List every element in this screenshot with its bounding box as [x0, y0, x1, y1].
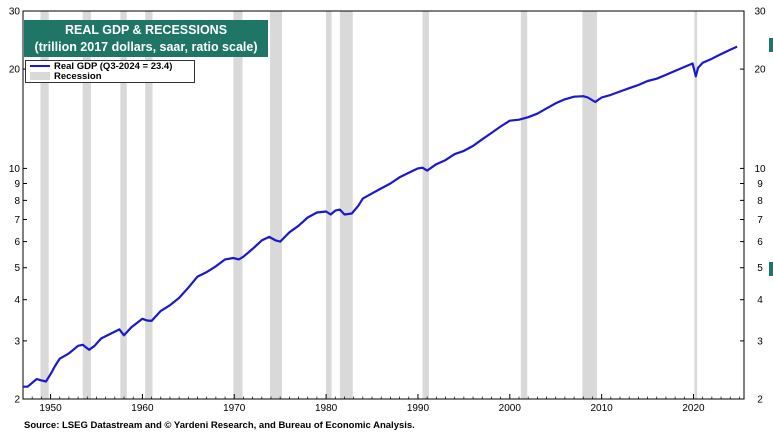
chart-title-box: REAL GDP & RECESSIONS (trillion 2017 dol… — [24, 20, 268, 57]
recession-bands — [40, 11, 698, 399]
x-tick-label: 2000 — [499, 403, 522, 414]
y-tick-label-right: 5 — [757, 263, 763, 274]
y-tick-label-left: 6 — [14, 237, 20, 248]
source-note: Source: LSEG Datastream and © Yardeni Re… — [24, 420, 415, 431]
x-tick-label: 1990 — [407, 403, 430, 414]
y-tick-label-left: 5 — [14, 263, 20, 274]
y-tick-label-right: 2 — [757, 395, 763, 406]
y-tick-label-right: 30 — [754, 7, 766, 18]
chart-subtitle: (trillion 2017 dollars, saar, ratio scal… — [34, 40, 258, 54]
recession-band — [40, 11, 49, 399]
x-tick-label: 1950 — [39, 403, 62, 414]
recession-band — [422, 11, 429, 399]
recession-band — [233, 11, 243, 399]
legend-item-gdp: Real GDP (Q3-2024 = 23.4) — [30, 62, 172, 72]
recession-band — [270, 11, 283, 399]
y-tick-label-right: 10 — [754, 164, 766, 175]
x-tick-label: 2020 — [682, 403, 705, 414]
y-tick-label-right: 6 — [757, 237, 763, 248]
legend: Real GDP (Q3-2024 = 23.4) Recession — [25, 60, 195, 83]
y-tick-label-right: 9 — [757, 179, 763, 190]
y-tick-label-right: 7 — [757, 215, 763, 226]
y-tick-label-right: 20 — [754, 65, 766, 76]
legend-item-recession: Recession — [30, 72, 102, 82]
chart-title: REAL GDP & RECESSIONS — [64, 23, 228, 37]
y-tick-label-left: 10 — [9, 164, 21, 175]
edge-marker — [769, 262, 773, 276]
x-tick-label: 1980 — [315, 403, 338, 414]
recession-band — [694, 11, 698, 399]
y-tick-label-left: 20 — [9, 65, 21, 76]
recession-band — [326, 11, 332, 399]
recession-band — [82, 11, 91, 399]
y-tick-label-right: 4 — [757, 295, 763, 306]
recession-band — [339, 11, 353, 399]
legend-box-swatch — [30, 72, 50, 81]
y-tick-label-left: 3 — [14, 336, 20, 347]
x-tick-label: 2010 — [591, 403, 614, 414]
y-tick-label-left: 8 — [14, 196, 20, 207]
y-tick-label-left: 9 — [14, 179, 20, 190]
legend-label-gdp: Real GDP (Q3-2024 = 23.4) — [54, 61, 173, 72]
series-layer — [23, 45, 738, 388]
y-tick-label-left: 7 — [14, 215, 20, 226]
y-tick-label-right: 8 — [757, 196, 763, 207]
y-tick-label-left: 30 — [9, 7, 21, 18]
x-tick-label: 1970 — [223, 403, 246, 414]
plot-frame — [22, 10, 745, 400]
x-tick-label: 1960 — [131, 403, 154, 414]
recession-band — [120, 11, 127, 399]
recession-band — [582, 11, 598, 399]
y-tick-label-left: 4 — [14, 295, 20, 306]
recession-band — [520, 11, 528, 399]
legend-label-recession: Recession — [54, 71, 102, 82]
y-tick-label-right: 3 — [757, 336, 763, 347]
recession-band — [145, 11, 153, 399]
series-line-real-gdp — [23, 45, 738, 388]
legend-line-swatch — [30, 65, 50, 68]
y-tick-label-left: 2 — [14, 395, 20, 406]
edge-marker — [769, 38, 773, 52]
